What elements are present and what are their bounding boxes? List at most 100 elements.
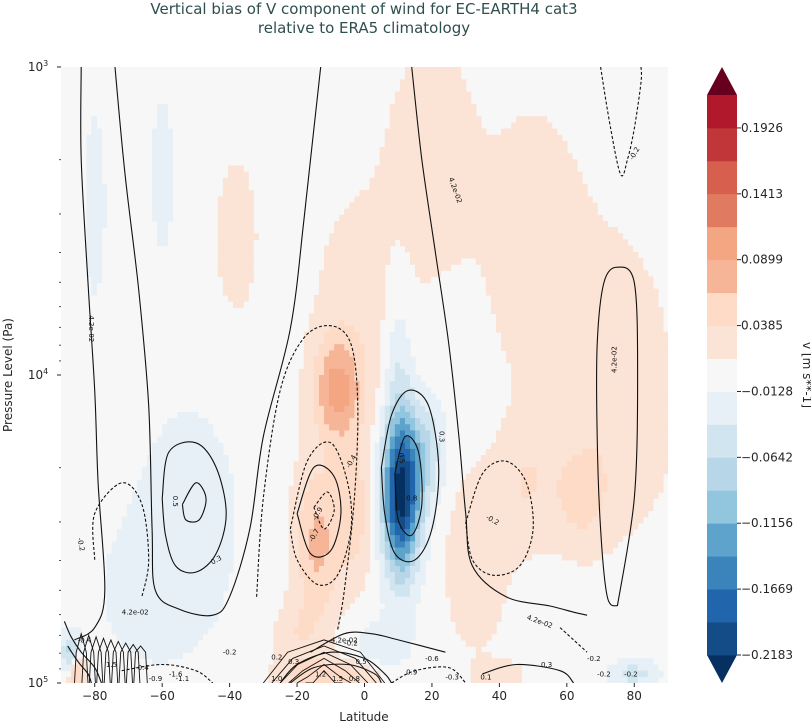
bias-cell: [389, 485, 396, 493]
bias-cell: [394, 448, 411, 456]
bias-cell: [106, 615, 219, 622]
bias-cell: [425, 498, 431, 505]
bias-cell: [470, 664, 522, 672]
bias-cell: [273, 627, 295, 635]
bias-cell: [384, 128, 487, 136]
bias-cell: [455, 492, 522, 499]
bias-cell: [86, 159, 103, 167]
bias-cell: [410, 510, 416, 518]
bias-cell: [597, 448, 668, 456]
bias-cell: [293, 461, 325, 468]
bias-cell: [324, 522, 366, 530]
contour-line: [289, 441, 353, 586]
bias-cell: [430, 498, 441, 505]
bias-cell: [278, 615, 300, 622]
bias-cell: [81, 664, 87, 672]
bias-cell: [430, 411, 447, 419]
bias-cell: [435, 418, 447, 425]
bias-cell: [318, 288, 386, 296]
bias-cell: [86, 196, 108, 204]
bias-cell: [313, 301, 386, 308]
bias-cell: [106, 559, 234, 567]
colorbar-tick-label: −0.1156: [741, 516, 793, 530]
contour-label: 0.3: [438, 431, 446, 442]
bias-cell: [136, 652, 183, 659]
bias-cell: [86, 214, 108, 222]
bias-cell: [152, 202, 173, 210]
bias-cell: [496, 430, 668, 438]
bias-cell: [430, 436, 436, 444]
bias-cell: [404, 522, 411, 530]
bias-cell: [415, 510, 421, 518]
bias-cell: [66, 639, 77, 647]
colorbar-swatch: [707, 193, 737, 228]
bias-cell: [404, 485, 411, 493]
bias-cell: [81, 670, 87, 678]
colorbar-label: v [m s**-1]: [800, 342, 811, 408]
bias-cell: [288, 559, 300, 567]
bias-cell: [450, 596, 507, 604]
bias-cell: [521, 479, 538, 487]
bias-cell: [399, 85, 467, 93]
bias-cell: [389, 455, 396, 462]
colorbar-swatch: [707, 622, 737, 656]
bias-cell: [404, 67, 462, 74]
bias-cell: [288, 492, 305, 499]
contour-label: 0.3: [288, 658, 299, 666]
bias-cell: [222, 276, 254, 284]
colorbar-swatch: [707, 556, 737, 590]
bias-cell: [303, 584, 335, 592]
bias-cell: [329, 233, 624, 241]
bias-cell: [425, 504, 431, 512]
bias-cell: [141, 467, 229, 475]
bias-cell: [313, 294, 386, 302]
bias-cell: [465, 639, 487, 647]
bias-cell: [521, 467, 538, 475]
bias-cell: [404, 73, 462, 80]
bias-cell: [435, 479, 447, 487]
bias-cell: [364, 652, 411, 659]
bias-cell: [374, 473, 381, 481]
bias-cell: [334, 578, 366, 586]
bias-cell: [121, 522, 234, 530]
bias-cell: [86, 184, 108, 191]
bias-cell: [227, 165, 244, 173]
bias-cell: [324, 264, 386, 271]
bias-cell: [384, 368, 396, 376]
bias-cell: [334, 584, 366, 592]
colorbar-swatch: [707, 127, 737, 162]
bias-cell: [496, 313, 664, 321]
bias-cell: [329, 529, 366, 536]
bias-cell: [450, 602, 502, 610]
bias-cell: [394, 399, 411, 407]
bias-cell: [556, 485, 608, 493]
bias-cell: [217, 239, 254, 247]
bias-cell: [425, 405, 441, 413]
bias-cell: [435, 424, 447, 432]
contour-label: -0.6: [425, 655, 439, 663]
bias-cell: [485, 276, 654, 284]
bias-cell: [298, 529, 310, 536]
bias-cell: [379, 442, 386, 450]
bias-cell: [430, 442, 441, 450]
x-tick-label: 20: [424, 689, 439, 703]
bias-cell: [420, 565, 426, 573]
contour-line: [310, 631, 446, 653]
bias-cell: [384, 418, 391, 425]
bias-cell: [420, 473, 426, 481]
bias-cell: [445, 541, 619, 549]
bias-cell: [425, 424, 436, 432]
bias-cell: [384, 492, 391, 499]
bias-cell: [111, 547, 234, 555]
bias-cell: [404, 245, 634, 253]
bias-cell: [445, 553, 533, 561]
bias-cell: [420, 436, 431, 444]
bias-cell: [217, 251, 254, 259]
colorbar-swatch: [707, 391, 737, 425]
bias-cell: [298, 615, 320, 622]
bias-cell: [415, 578, 426, 586]
bias-cell: [374, 492, 381, 499]
contour-label: 1.0: [271, 675, 282, 683]
contour-line: [559, 627, 588, 653]
colorbar-extend-max: [707, 67, 737, 95]
